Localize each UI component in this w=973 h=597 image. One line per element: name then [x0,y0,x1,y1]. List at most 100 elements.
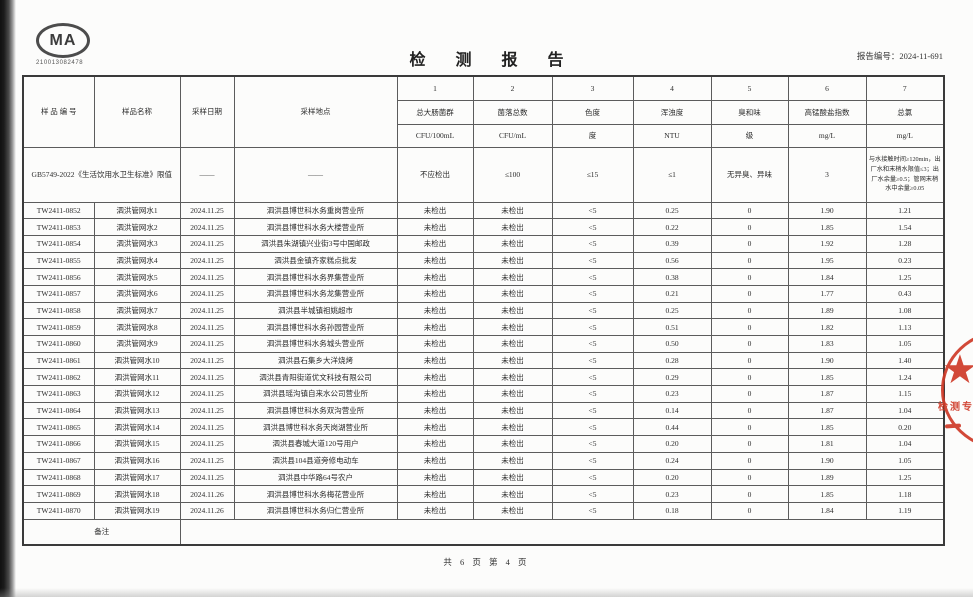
value-cell: 1.89 [787,468,867,487]
value-cell: 1.21 [865,201,945,220]
table-row: TW2411-0865 泗洪管网水14 2024.11.25 泗洪县博世科水务天… [22,418,945,437]
remark-content [179,518,945,546]
limit-value: ≤15 [551,146,634,203]
param-no: 2 [472,75,553,101]
value-cell: <5 [551,201,634,220]
value-cell: 1.04 [865,435,945,453]
sample-name-cell: 泗洪管网水13 [93,401,181,420]
value-cell: <5 [551,401,634,420]
value-cell: 1.92 [787,234,867,253]
table-row: TW2411-0855 泗洪管网水4 2024.11.25 泗洪县金镇齐家糕点批… [22,251,945,270]
value-cell: 未检出 [396,284,474,303]
table-row: TW2411-0856 泗洪管网水5 2024.11.25 泗洪县博世科水务界集… [22,268,945,286]
sample-id-cell: TW2411-0858 [22,301,95,320]
remark-label: 备注 [22,518,181,546]
table-row: TW2411-0854 泗洪管网水3 2024.11.25 泗洪县朱湖镇兴业街3… [22,234,945,253]
sample-name-cell: 泗洪管网水10 [93,351,181,370]
value-cell: 0.56 [632,251,712,270]
sample-date-cell: 2024.11.25 [179,468,235,487]
sample-location-cell: 泗洪县朱湖镇兴业街3号中国邮政 [233,234,398,253]
value-cell: 1.18 [865,485,945,503]
value-cell: 0 [710,385,789,403]
results-table: 样 品 编 号 样品名称 采样日期 采样地点 1 2 3 4 5 6 7 总大肠… [22,75,945,547]
value-cell: 0 [710,485,789,503]
seal-star-icon: ★ [942,347,973,393]
param-name: 高锰酸盐指数 [787,99,867,125]
sample-name-cell: 泗洪管网水19 [93,501,181,520]
value-cell: 1.90 [787,201,867,220]
value-cell: <5 [551,218,634,236]
value-cell: 未检出 [472,435,553,453]
sample-location-cell: 泗洪县博世科水务大楼营业所 [233,218,398,236]
sample-location-cell: 泗洪县半城镇祖姚超市 [233,301,398,320]
value-cell: 0 [710,268,789,286]
table-row: TW2411-0867 泗洪管网水16 2024.11.25 泗洪县104县道旁… [22,451,945,470]
value-cell: 未检出 [472,234,553,253]
param-name: 臭和味 [710,99,789,125]
sample-name-cell: 泗洪管网水1 [93,201,181,220]
cma-accreditation: MA 210013082478 [36,23,90,66]
table-row: TW2411-0860 泗洪管网水9 2024.11.25 泗洪县博世科水务城头… [22,335,945,353]
value-cell: 未检出 [472,301,553,320]
param-name: 色度 [551,99,634,125]
sample-location-cell: 泗洪县博世科水务界集营业所 [233,268,398,286]
limit-value: 3 [787,146,867,203]
sample-id-cell: TW2411-0853 [22,218,95,236]
value-cell: <5 [551,435,634,453]
limit-row: GB5749-2022《生活饮用水卫生标准》限值 —— —— 不应检出 ≤100… [22,146,945,203]
value-cell: 0 [710,451,789,470]
sample-date-cell: 2024.11.25 [179,318,235,336]
sample-date-cell: 2024.11.25 [179,385,235,403]
sample-location-cell: 泗洪县金镇齐家糕点批发 [233,251,398,270]
value-cell: <5 [551,268,634,286]
value-cell: <5 [551,385,634,403]
value-cell: 0.14 [632,401,712,420]
value-cell: 0.21 [632,284,712,303]
sample-id-cell: TW2411-0861 [22,351,95,370]
value-cell: 0 [710,284,789,303]
value-cell: <5 [551,418,634,437]
value-cell: 0.44 [632,418,712,437]
sample-id-cell: TW2411-0865 [22,418,95,437]
value-cell: <5 [551,501,634,520]
header-sample-id: 样 品 编 号 [22,75,95,148]
sample-name-cell: 泗洪管网水5 [93,268,181,286]
value-cell: 0 [710,218,789,236]
value-cell: 未检出 [396,318,474,336]
value-cell: 未检出 [472,501,553,520]
value-cell: 1.89 [787,301,867,320]
param-unit: mg/L [787,123,867,148]
sample-date-cell: 2024.11.25 [179,218,235,236]
sample-date-cell: 2024.11.25 [179,451,235,470]
param-no: 7 [865,75,945,101]
value-cell: 未检出 [396,485,474,503]
value-cell: <5 [551,301,634,320]
value-cell: 0 [710,301,789,320]
value-cell: 0.23 [632,385,712,403]
value-cell: 0.25 [632,201,712,220]
data-rows: TW2411-0852 泗洪管网水1 2024.11.25 泗洪县博世科水务重岗… [22,201,945,520]
param-unit: NTU [632,123,712,148]
sample-id-cell: TW2411-0860 [22,335,95,353]
value-cell: <5 [551,284,634,303]
value-cell: 0.29 [632,368,712,387]
remark-row: 备注 [22,518,945,546]
sample-name-cell: 泗洪管网水15 [93,435,181,453]
sample-id-cell: TW2411-0855 [22,251,95,270]
value-cell: <5 [551,251,634,270]
limit-location: —— [233,146,398,203]
sample-name-cell: 泗洪管网水12 [93,385,181,403]
limit-value-note: 与水接触时间≥120min，出厂水和末梢水限值≤3；出厂水余量≥0.5；管网末梢… [865,146,945,203]
value-cell: 0 [710,351,789,370]
value-cell: 未检出 [396,201,474,220]
value-cell: 未检出 [396,501,474,520]
sample-date-cell: 2024.11.25 [179,418,235,437]
table-row: TW2411-0857 泗洪管网水6 2024.11.25 泗洪县博世科水务龙集… [22,284,945,303]
sample-date-cell: 2024.11.25 [179,268,235,286]
header-sample-date: 采样日期 [179,75,235,148]
value-cell: 0.28 [632,351,712,370]
value-cell: 1.90 [787,451,867,470]
sample-location-cell: 泗洪县博世科水务重岗营业所 [233,201,398,220]
official-seal: ★ 检测专用章 [936,330,973,452]
